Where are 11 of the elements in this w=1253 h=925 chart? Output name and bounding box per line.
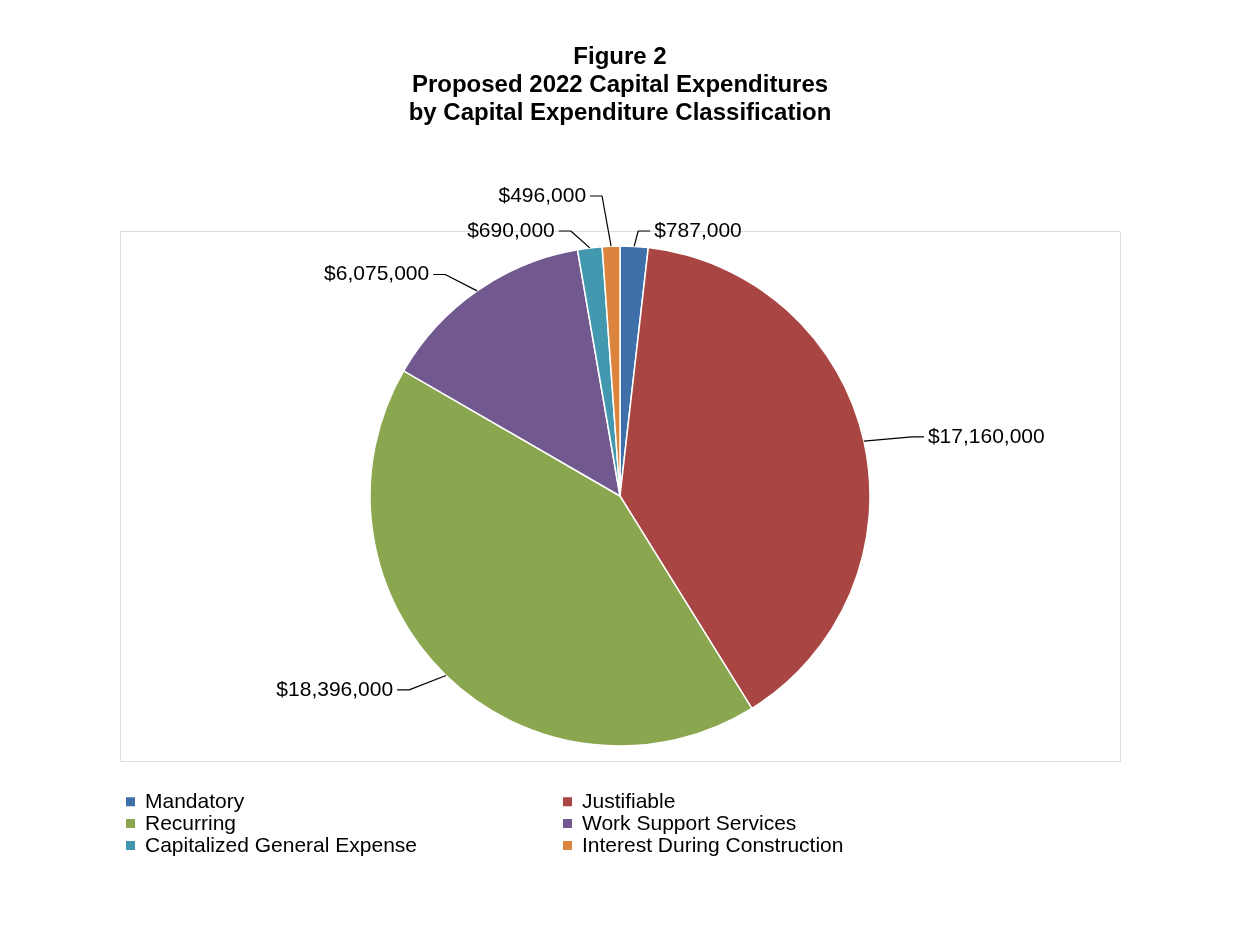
data-label: $787,000: [654, 218, 742, 241]
chart-subtitle: Proposed 2022 Capital Expenditures by Capital Expenditure Classification: [408, 70, 832, 125]
data-label: $6,075,000: [324, 261, 430, 285]
data-label: $690,000: [467, 218, 555, 241]
legend-label: Work Support Services: [582, 810, 797, 834]
data-label: $496,000: [498, 183, 587, 206]
data-label: $18,396,000: [276, 676, 394, 700]
chart-title: Figure 2: [573, 42, 667, 69]
legend-label: Justifiable: [582, 788, 676, 812]
data-label: $17,160,000: [927, 423, 1045, 447]
legend-label: Mandatory: [145, 788, 245, 812]
